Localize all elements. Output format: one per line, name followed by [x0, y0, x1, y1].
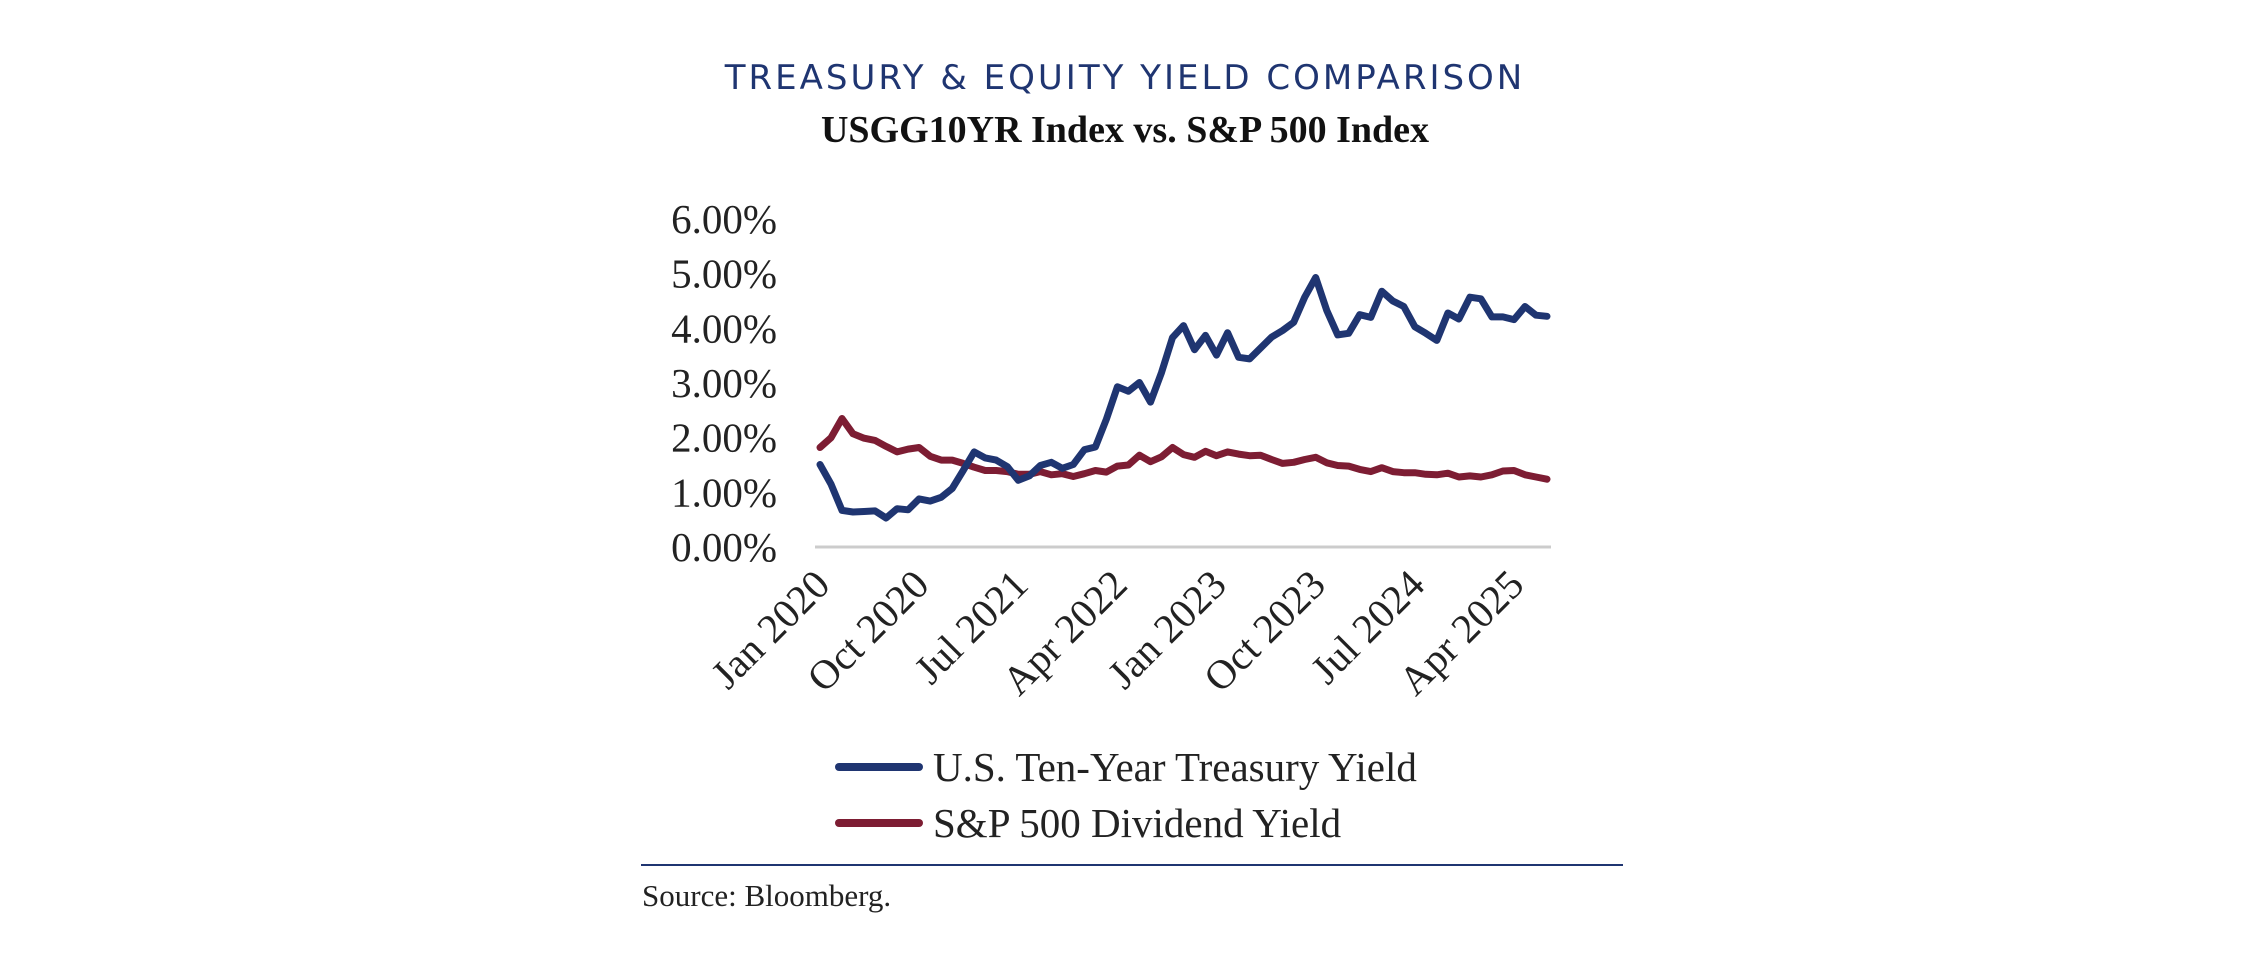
source-divider	[641, 864, 1623, 866]
treasury-yield-line	[816, 274, 1551, 522]
dividend-yield-line	[816, 415, 1551, 483]
y-tick-label: 4.00%	[671, 305, 777, 351]
y-tick-label: 5.00%	[671, 251, 777, 297]
legend-label-treasury: U.S. Ten-Year Treasury Yield	[933, 744, 1417, 790]
legend-item-treasury: U.S. Ten-Year Treasury Yield	[835, 742, 1417, 792]
y-axis-ticks: 0.00% 1.00% 2.00% 3.00% 4.00% 5.00% 6.00%	[671, 196, 777, 570]
legend-swatch-treasury	[835, 763, 923, 771]
legend-item-dividend: S&P 500 Dividend Yield	[835, 798, 1341, 848]
y-tick-label: 2.00%	[671, 415, 777, 461]
y-tick-label: 0.00%	[671, 524, 777, 570]
y-tick-label: 6.00%	[671, 196, 777, 242]
legend-swatch-dividend	[835, 819, 923, 827]
chart-title: TREASURY & EQUITY YIELD COMPARISON	[724, 58, 1526, 98]
source-note: Source: Bloomberg.	[642, 878, 892, 913]
y-tick-label: 3.00%	[671, 360, 777, 406]
y-tick-label: 1.00%	[671, 469, 777, 515]
legend-label-dividend: S&P 500 Dividend Yield	[933, 800, 1342, 846]
chart-subtitle: USGG10YR Index vs. S&P 500 Index	[820, 109, 1430, 151]
series-lines	[816, 274, 1551, 522]
